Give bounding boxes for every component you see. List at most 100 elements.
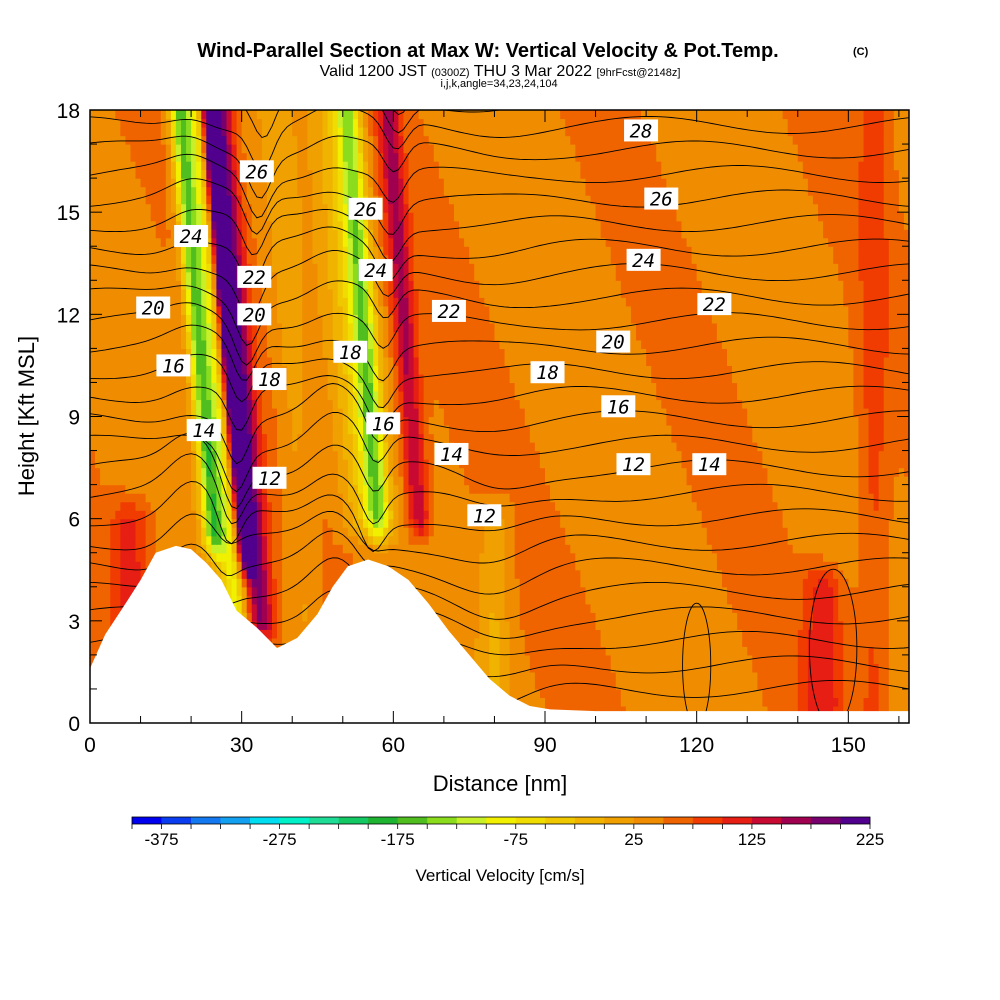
theta-contour	[682, 602, 712, 723]
contour-label-text: 16	[607, 396, 630, 418]
contour-label: 22	[431, 299, 466, 323]
contour-label-box	[174, 225, 209, 248]
colorbar-swatch	[397, 817, 428, 824]
contour-label-box	[697, 293, 732, 316]
colorbar-swatch	[338, 817, 369, 824]
contour-label: 18	[252, 368, 287, 391]
theta-contour	[90, 280, 909, 346]
x-axis-label: Distance [nm]	[433, 771, 568, 796]
colorbar-swatch	[368, 817, 398, 824]
contour-label: 14	[434, 442, 469, 466]
forecast-info: [9hrFcst@2148z]	[596, 67, 680, 79]
contour-label: 18	[530, 361, 565, 384]
colorbar-swatch	[604, 817, 635, 824]
colorbar-swatch	[810, 817, 841, 824]
theta-contour	[90, 510, 909, 564]
contour-label-text: 24	[180, 226, 203, 248]
contour-label-text: 26	[245, 161, 268, 183]
colorbar-swatch	[545, 817, 576, 824]
valid-date: THU 3 Mar 2022	[474, 63, 592, 80]
contour-label-text: 22	[703, 294, 726, 316]
colorbar-swatch	[692, 817, 723, 824]
terrain	[90, 545, 909, 723]
contour-label: 16	[156, 354, 191, 377]
contour-label-text: 26	[650, 189, 673, 211]
contour-label-box	[626, 248, 661, 271]
x-tick-label: 0	[84, 734, 96, 757]
contour-label-box	[136, 296, 171, 319]
contour-label: 18	[333, 340, 368, 364]
theta-contour	[90, 135, 909, 199]
contour-label: 26	[348, 197, 383, 221]
contour-label: 24	[358, 259, 393, 282]
contour-label-box	[624, 119, 659, 142]
colorbar-swatch	[663, 817, 694, 824]
contour-label-box	[644, 187, 679, 210]
contour-label: 26	[239, 160, 274, 183]
x-tick-label: 90	[533, 734, 556, 757]
colorbar-tick-label: -375	[145, 830, 179, 849]
contour-label-text: 28	[630, 120, 653, 142]
grid-indices: i,j,k,angle=34,23,24,104	[440, 78, 557, 90]
contour-label-box	[239, 160, 274, 183]
y-axis: 0 3 6 9 12 15 18	[57, 100, 909, 736]
colorbar-tick-label: 225	[856, 830, 884, 849]
y-tick-label: 3	[68, 611, 80, 634]
contour-label-box	[252, 368, 287, 391]
colorbar-swatch	[574, 817, 605, 824]
contour-label-text: 24	[632, 250, 655, 272]
colorbar-label: Vertical Velocity [cm/s]	[415, 866, 584, 885]
plot-area	[90, 110, 909, 723]
y-tick-label: 6	[68, 509, 80, 532]
contour-label: 16	[366, 412, 401, 435]
contour-label-text: 16	[162, 355, 185, 377]
colorbar-swatch	[250, 817, 280, 824]
contour-label-text: 18	[258, 369, 281, 391]
contour-label-text: 14	[698, 454, 721, 476]
contour-label-box	[333, 340, 368, 363]
contour-label: 20	[596, 330, 631, 354]
contour-label-text: 16	[372, 413, 395, 435]
theta-contour	[90, 324, 909, 382]
chart-subtitle: Valid 1200 JST (0300Z) THU 3 Mar 2022 [9…	[320, 63, 681, 80]
contour-label-text: 22	[437, 301, 460, 323]
theta-contour	[90, 153, 909, 219]
contour-label-box	[237, 265, 272, 288]
theta-contour	[90, 110, 909, 172]
contour-label-box	[366, 412, 401, 435]
contour-label-text: 12	[258, 468, 281, 490]
colorbar: -375 -275 -175 -75 25 125 225	[131, 816, 884, 849]
x-tick-label: 150	[831, 734, 866, 757]
x-tick-label: 120	[679, 734, 714, 757]
contour-label-box	[358, 259, 393, 282]
contour-label-text: 22	[243, 267, 266, 289]
colorbar-swatch	[309, 817, 339, 824]
y-tick-label: 0	[68, 713, 80, 736]
contour-label: 22	[697, 293, 732, 316]
contour-label: 14	[186, 419, 221, 442]
contour-label: 28	[624, 119, 659, 142]
contour-label-text: 12	[473, 505, 496, 527]
theta-contour	[90, 530, 909, 595]
contour-label-box	[601, 395, 636, 418]
x-tick-label: 60	[382, 734, 405, 757]
y-tick-label: 9	[68, 407, 80, 430]
contour-label-text: 14	[192, 420, 215, 442]
theta-contour	[90, 375, 909, 431]
contour-label: 16	[601, 395, 636, 418]
colorbar-tick-label: -175	[381, 830, 415, 849]
contour-label-text: 14	[440, 444, 463, 466]
chart-title: Wind-Parallel Section at Max W: Vertical…	[197, 40, 778, 62]
colorbar-swatch	[161, 817, 192, 824]
theta-contour	[90, 250, 909, 318]
colorbar-tick-label: 125	[738, 830, 766, 849]
theta-contour	[90, 353, 909, 409]
contour-label: 14	[692, 453, 727, 476]
theta-contour	[90, 226, 909, 286]
contour-label: 24	[174, 225, 209, 248]
colorbar-swatch	[781, 817, 812, 824]
colorbar-swatch	[633, 817, 664, 824]
contour-label-text: 18	[339, 342, 362, 364]
contour-label-text: 24	[364, 260, 387, 282]
theta-contour	[90, 433, 909, 510]
